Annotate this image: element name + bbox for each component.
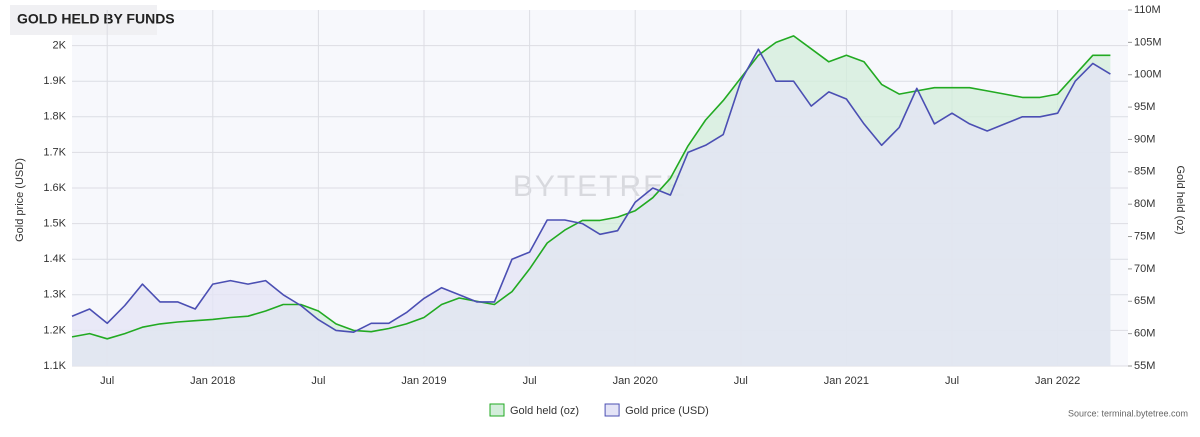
series-line bbox=[71, 35, 1111, 340]
y2-tick-label: 65M bbox=[1134, 295, 1155, 307]
y-tick-label: 2K bbox=[53, 40, 67, 52]
y-tick-label: 1.3K bbox=[43, 289, 66, 301]
y2-tick-label: 80M bbox=[1134, 198, 1155, 210]
x-tick-label: Jul bbox=[945, 375, 959, 387]
x-tick-label: Jan 2019 bbox=[401, 375, 446, 387]
y-tick-label: 1.8K bbox=[43, 111, 66, 123]
legend-label: Gold price (USD) bbox=[625, 405, 709, 417]
y2-axis-title: Gold held (oz) bbox=[1174, 165, 1186, 234]
x-tick-label: Jul bbox=[100, 375, 114, 387]
y-tick-label: 1.9K bbox=[43, 75, 66, 87]
y2-tick-label: 105M bbox=[1134, 36, 1162, 48]
title-box bbox=[10, 5, 157, 35]
y2-tick-label: 85M bbox=[1134, 166, 1155, 178]
legend-swatch bbox=[604, 403, 620, 417]
y2-tick-label: 90M bbox=[1134, 133, 1155, 145]
x-tick-label: Jan 2022 bbox=[1035, 375, 1080, 387]
y2-tick-label: 110M bbox=[1134, 4, 1161, 16]
y2-tick-label: 95M bbox=[1134, 101, 1155, 113]
x-tick-label: Jul bbox=[734, 375, 748, 387]
y-tick-label: 1.4K bbox=[43, 253, 66, 265]
y-tick-label: 1.1K bbox=[43, 360, 66, 372]
x-tick-label: Jan 2018 bbox=[190, 375, 235, 387]
y-tick-label: 1.2K bbox=[43, 324, 66, 336]
source: Source: terminal.bytetree.com bbox=[1068, 408, 1188, 418]
series-line bbox=[71, 48, 1111, 333]
y-tick-label: 1.6K bbox=[43, 182, 66, 194]
y-axis-title: Gold price (USD) bbox=[14, 158, 26, 242]
y2-tick-label: 70M bbox=[1134, 263, 1155, 275]
x-tick-label: Jul bbox=[311, 375, 325, 387]
x-tick-label: Jan 2021 bbox=[824, 375, 869, 387]
x-tick-label: Jan 2020 bbox=[613, 375, 658, 387]
series-area bbox=[72, 49, 1111, 366]
chart-title: GOLD HELD BY FUNDS bbox=[17, 11, 175, 27]
y2-tick-label: 55M bbox=[1134, 360, 1155, 372]
x-tick-label: Jul bbox=[523, 375, 537, 387]
y2-tick-label: 75M bbox=[1134, 230, 1155, 242]
y-tick-label: 1.7K bbox=[43, 146, 66, 158]
y-tick-label: 1.5K bbox=[43, 218, 66, 230]
y2-tick-label: 60M bbox=[1134, 328, 1155, 340]
legend-label: Gold held (oz) bbox=[510, 405, 579, 417]
legend-swatch bbox=[489, 403, 505, 417]
y2-tick-label: 100M bbox=[1134, 69, 1162, 81]
